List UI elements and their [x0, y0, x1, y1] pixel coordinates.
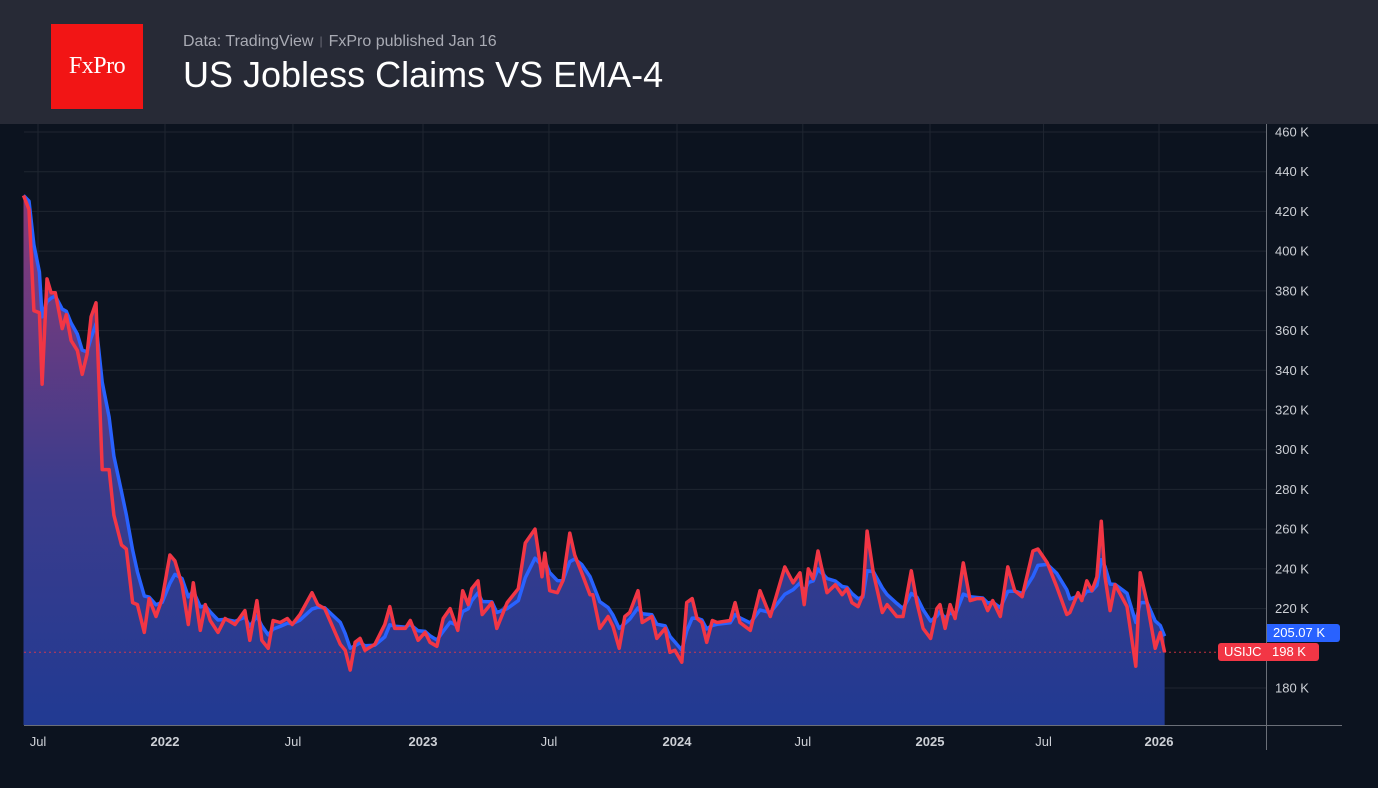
y-tick-label: 180 K [1275, 680, 1309, 695]
y-tick-label: 260 K [1275, 522, 1309, 537]
ema-last-value-tag: 205.07 K [1267, 624, 1340, 642]
y-tick-label: 380 K [1275, 283, 1309, 298]
y-tick-label: 280 K [1275, 482, 1309, 497]
y-tick-label: 240 K [1275, 561, 1309, 576]
published-date: FxPro published Jan 16 [328, 33, 497, 50]
line-chart: 460 K 440 K 420 K 400 K 380 K 360 K 340 K 320 K… [21, 124, 1342, 750]
claims-symbol-tag: USIJC [1218, 643, 1266, 661]
x-tick-label: Jul [285, 734, 302, 749]
y-tick-label: 320 K [1275, 402, 1309, 417]
claims-last-value-tag: 198 K [1266, 643, 1319, 661]
x-tick-label: Jul [541, 734, 558, 749]
x-axis-labels: Jul 2022 Jul 2023 Jul 2024 Jul 2025 Jul 2026 [30, 734, 1174, 749]
usijc-claims-line [21, 194, 1167, 672]
x-tick-label: Jul [30, 734, 47, 749]
fxpro-logo: FxPro [51, 24, 143, 109]
x-tick-label: 2023 [409, 734, 438, 749]
area-fill [23, 195, 1165, 725]
chart-header: FxPro Data: TradingView | FxPro published … [0, 0, 1378, 124]
separator: | [319, 34, 323, 48]
x-tick-label: Jul [1035, 734, 1052, 749]
y-tick-label: 220 K [1275, 601, 1309, 616]
x-tick-label: 2026 [1145, 734, 1174, 749]
subtitle: Data: TradingView | FxPro published Jan 16 [183, 33, 497, 51]
y-axis-labels: 460 K 440 K 420 K 400 K 380 K 360 K 340 K 320 K… [1275, 125, 1309, 696]
chart-title: US Jobless Claims VS EMA-4 [183, 54, 664, 95]
y-tick-label: 360 K [1275, 323, 1309, 338]
y-tick-label: 440 K [1275, 164, 1309, 179]
y-tick-label: 420 K [1275, 204, 1309, 219]
x-tick-label: 2025 [916, 734, 945, 749]
x-tick-label: 2022 [151, 734, 180, 749]
y-tick-label: 300 K [1275, 442, 1309, 457]
y-tick-label: 460 K [1275, 125, 1309, 140]
data-source: Data: TradingView [183, 33, 314, 50]
x-tick-label: 2024 [663, 734, 693, 749]
y-tick-label: 340 K [1275, 363, 1309, 378]
logo-text: FxPro [68, 53, 126, 79]
ema-4-line [22, 194, 1167, 652]
y-tick-label: 400 K [1275, 244, 1309, 259]
x-tick-label: Jul [794, 734, 811, 749]
